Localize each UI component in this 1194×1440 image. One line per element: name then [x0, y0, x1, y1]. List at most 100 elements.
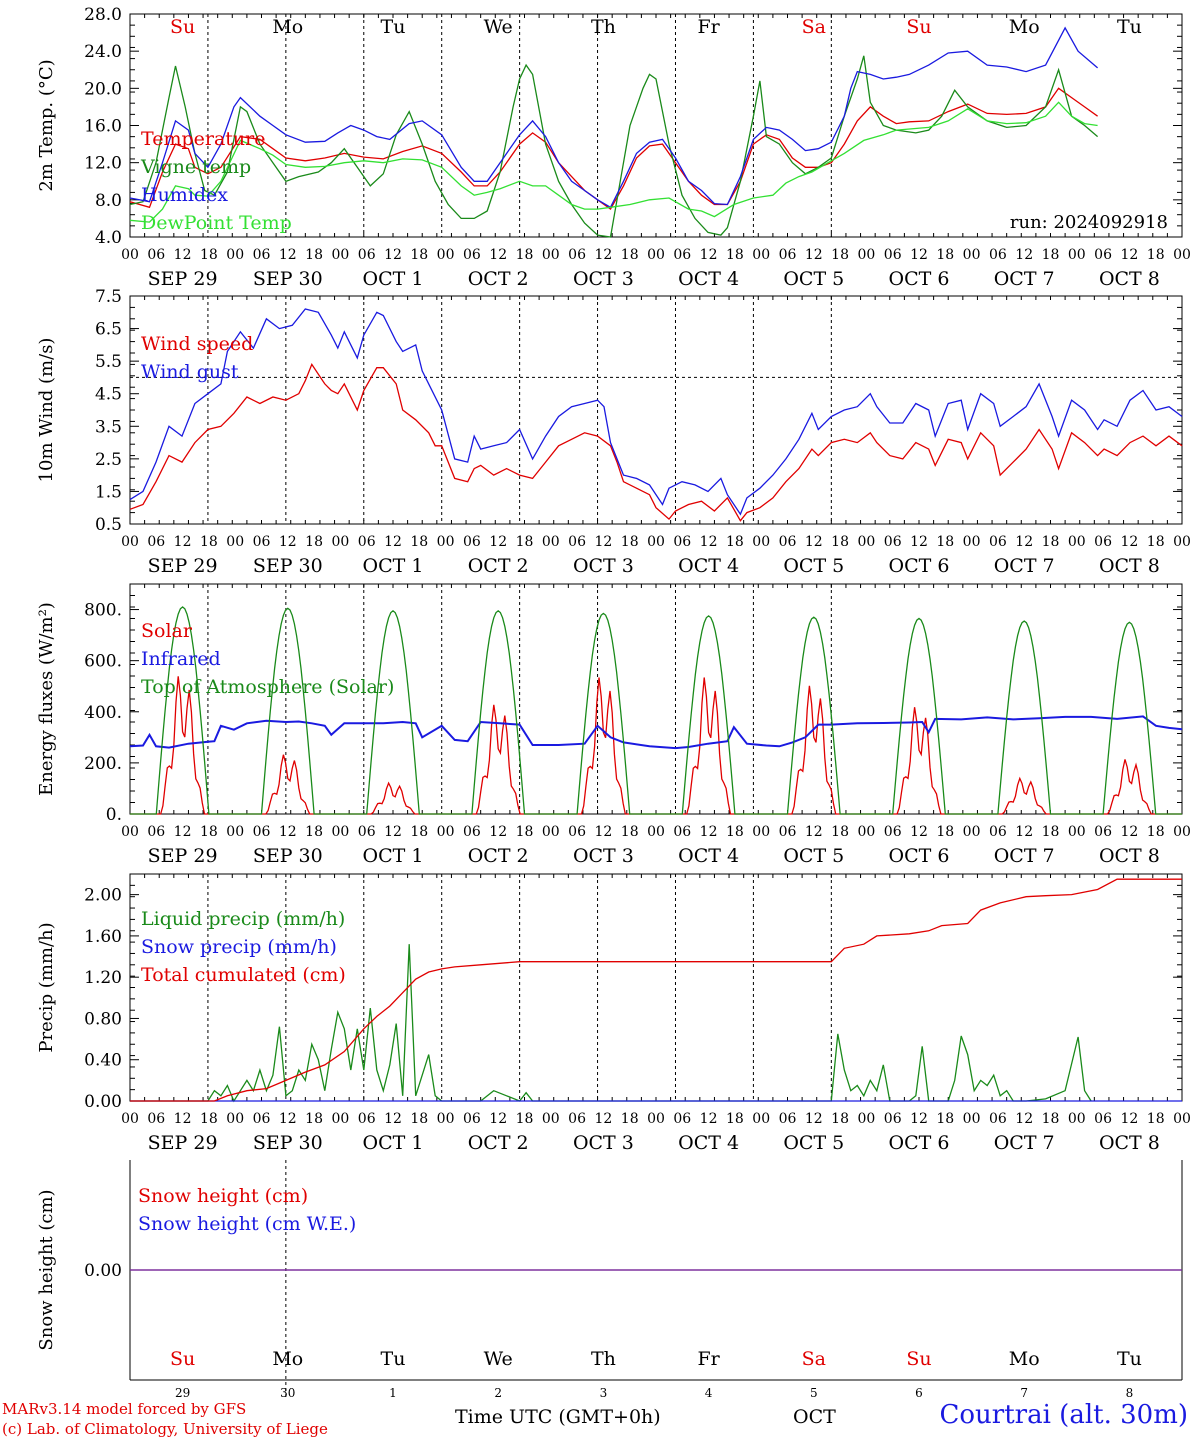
date-label: OCT 4 — [678, 1132, 739, 1154]
day-number-label: 30 — [280, 1386, 295, 1400]
model-credit: MARv3.14 model forced by GFS — [2, 1400, 247, 1418]
date-label: OCT 4 — [678, 845, 739, 867]
y-tick-label: 1.60 — [84, 927, 122, 947]
hour-tick-label: 12 — [910, 1111, 928, 1127]
hour-tick-label: 18 — [410, 1111, 428, 1127]
date-label: OCT 3 — [573, 555, 634, 577]
hour-tick-label: 06 — [358, 1111, 376, 1127]
y-tick-label: 0.00 — [84, 1261, 122, 1281]
series-line-green — [129, 55, 1099, 238]
hour-tick-label: 12 — [700, 247, 718, 263]
hour-tick-label: 18 — [200, 534, 218, 550]
date-label: OCT 6 — [889, 845, 950, 867]
hour-tick-label: 00 — [857, 824, 875, 840]
y-axis-label: Energy fluxes (W/m²) — [36, 602, 57, 796]
hour-tick-label: 06 — [989, 1111, 1007, 1127]
hour-tick-label: 18 — [1042, 1111, 1060, 1127]
y-tick-label: 24.0 — [84, 42, 122, 62]
time-axis-label: Time UTC (GMT+0h) — [455, 1406, 661, 1428]
run-annotation: run: 2024092918 — [1010, 212, 1168, 233]
y-axis-label: 2m Temp. (°C) — [36, 59, 57, 191]
y-tick-label: 2.00 — [84, 886, 122, 906]
hour-tick-label: 06 — [253, 1111, 271, 1127]
hour-tick-label: 12 — [805, 247, 823, 263]
hour-tick-label: 00 — [437, 534, 455, 550]
series-line-red — [129, 363, 1183, 522]
date-label: SEP 29 — [148, 1132, 218, 1154]
day-abbrev-label: Tu — [381, 16, 406, 38]
hour-tick-label: 18 — [516, 824, 534, 840]
hour-tick-label: 06 — [989, 824, 1007, 840]
y-tick-label: 28.0 — [84, 5, 122, 25]
legend-entry: DewPoint Temp — [141, 212, 292, 234]
hour-tick-label: 12 — [174, 247, 192, 263]
hour-tick-label: 00 — [647, 247, 665, 263]
date-label: OCT 3 — [573, 845, 634, 867]
date-label: OCT 7 — [994, 845, 1055, 867]
hour-tick-label: 06 — [884, 1111, 902, 1127]
hour-tick-label: 06 — [884, 824, 902, 840]
hour-tick-label: 12 — [384, 247, 402, 263]
hour-tick-label: 00 — [226, 1111, 244, 1127]
y-tick-label: 20.0 — [84, 79, 122, 99]
date-label: OCT 6 — [889, 1132, 950, 1154]
hour-tick-label: 12 — [910, 534, 928, 550]
date-label: OCT 3 — [573, 268, 634, 290]
hour-tick-label: 12 — [279, 824, 297, 840]
date-label: OCT 2 — [468, 845, 529, 867]
hour-tick-label: 00 — [1068, 824, 1086, 840]
hour-tick-label: 12 — [594, 1111, 612, 1127]
hour-tick-label: 00 — [437, 1111, 455, 1127]
day-number-label: 29 — [175, 1386, 190, 1400]
y-tick-label: 0.40 — [84, 1051, 122, 1071]
hour-tick-label: 12 — [1015, 824, 1033, 840]
y-tick-label: 0.00 — [84, 1092, 122, 1112]
hour-tick-label: 06 — [884, 247, 902, 263]
hour-tick-label: 06 — [463, 247, 481, 263]
y-tick-label: 0. — [106, 805, 122, 825]
hour-tick-label: 00 — [121, 824, 139, 840]
day-abbrev-label: We — [484, 1348, 513, 1370]
hour-tick-label: 12 — [594, 824, 612, 840]
series-line-blue — [129, 308, 1183, 516]
hour-tick-label: 00 — [331, 534, 349, 550]
y-tick-label: 6.5 — [95, 320, 122, 340]
hour-tick-label: 00 — [542, 824, 560, 840]
hour-tick-label: 18 — [410, 534, 428, 550]
hour-tick-label: 06 — [989, 247, 1007, 263]
legend-entry: Humidex — [141, 184, 228, 206]
date-label: SEP 30 — [253, 1132, 323, 1154]
hour-tick-label: 00 — [226, 247, 244, 263]
day-abbrev-label: Th — [591, 16, 616, 38]
hour-tick-label: 06 — [463, 1111, 481, 1127]
hour-tick-label: 12 — [279, 247, 297, 263]
panel-2-frame — [129, 295, 1183, 525]
y-tick-label: 0.80 — [84, 1009, 122, 1029]
hour-tick-label: 12 — [700, 824, 718, 840]
hour-tick-label: 00 — [647, 1111, 665, 1127]
hour-tick-label: 18 — [200, 247, 218, 263]
hour-tick-label: 18 — [1042, 247, 1060, 263]
hour-tick-label: 06 — [358, 824, 376, 840]
hour-tick-label: 18 — [1147, 1111, 1165, 1127]
series-line-blue — [129, 715, 1183, 750]
date-label: OCT 4 — [678, 268, 739, 290]
hour-tick-label: 18 — [726, 824, 744, 840]
hour-tick-label: 12 — [805, 1111, 823, 1127]
hour-tick-label: 18 — [516, 247, 534, 263]
hour-tick-label: 06 — [253, 824, 271, 840]
legend-entry: Snow precip (mm/h) — [141, 936, 337, 958]
hour-tick-label: 12 — [700, 534, 718, 550]
date-label: OCT 1 — [363, 1132, 424, 1154]
hour-tick-label: 12 — [489, 1111, 507, 1127]
hour-tick-label: 06 — [673, 534, 691, 550]
hour-tick-label: 06 — [779, 824, 797, 840]
hour-tick-label: 18 — [621, 824, 639, 840]
hour-tick-label: 00 — [752, 824, 770, 840]
hour-tick-label: 18 — [831, 824, 849, 840]
hour-tick-label: 12 — [594, 247, 612, 263]
day-abbrev-label: Su — [906, 1348, 931, 1370]
y-tick-label: 12.0 — [84, 154, 122, 174]
hour-tick-label: 18 — [936, 1111, 954, 1127]
